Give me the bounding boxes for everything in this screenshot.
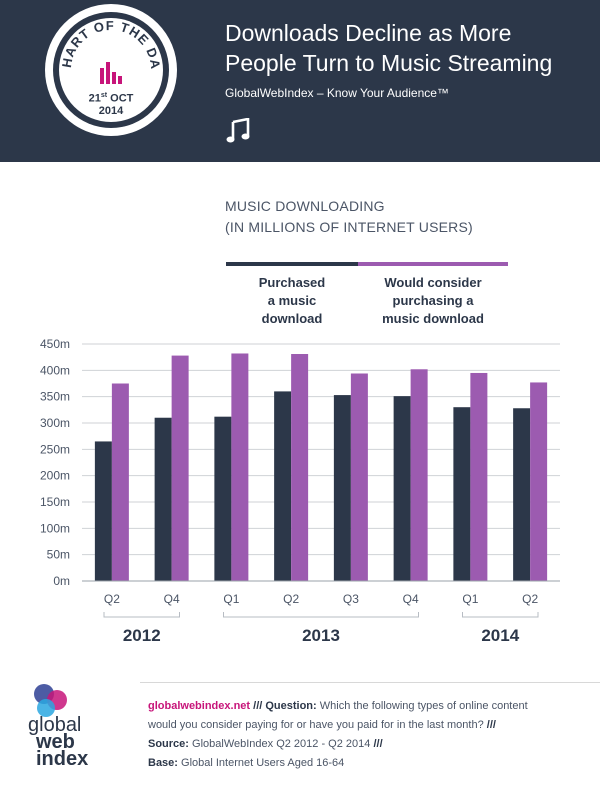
bar-would-consider — [350, 373, 368, 581]
bar-purchased — [513, 408, 531, 581]
bar-purchased — [274, 391, 292, 581]
badge-text: CHART OF THE DAY — [45, 4, 162, 70]
bar-purchased — [154, 417, 172, 581]
legend-label-would-consider: Would consider purchasing a music downlo… — [382, 275, 484, 326]
globalwebindex-logo: global web index — [28, 684, 88, 768]
chart-title: MUSIC DOWNLOADING (IN MILLIONS OF INTERN… — [225, 198, 473, 235]
x-tick-label: Q2 — [104, 592, 120, 606]
y-tick-label: 50m — [47, 548, 70, 562]
y-tick-label: 250m — [40, 442, 70, 456]
svg-text:global: global — [28, 714, 81, 736]
year-bracket — [462, 612, 539, 618]
y-tick-label: 400m — [40, 363, 70, 377]
x-tick-label: Q4 — [403, 592, 419, 606]
footer-link[interactable]: globalwebindex.net — [148, 700, 251, 712]
legend-label-purchased: Purchased a music download — [258, 275, 326, 326]
header-banner: CHART OF THE DAY 21st OCT 2014 Downloads… — [0, 0, 600, 162]
page-subtitle: GlobalWebIndex – Know Your Audience™ — [225, 86, 449, 100]
x-tick-label: Q1 — [462, 592, 478, 606]
x-tick-label: Q1 — [223, 592, 239, 606]
y-tick-label: 350m — [40, 390, 70, 404]
legend-swatch-purchased — [226, 262, 358, 266]
badge-date: 21st OCT 2014 — [88, 92, 134, 117]
y-tick-label: 200m — [40, 469, 70, 483]
y-tick-label: 150m — [40, 495, 70, 509]
page-title: Downloads Decline as More People Turn to… — [225, 20, 553, 76]
year-bracket — [103, 612, 180, 618]
y-tick-label: 100m — [40, 521, 70, 535]
bar-would-consider — [111, 383, 129, 581]
y-tick-label: 300m — [40, 416, 70, 430]
svg-text:web: web — [35, 731, 75, 753]
x-tick-label: Q3 — [343, 592, 359, 606]
svg-text:CHART OF THE DAY: CHART OF THE DAY — [45, 4, 163, 70]
legend-swatch-would-consider — [358, 262, 508, 266]
bar-would-consider — [291, 354, 309, 581]
chart-of-the-day-badge: CHART OF THE DAY 21st OCT 2014 — [45, 4, 177, 136]
year-bracket — [223, 612, 419, 618]
bar-would-consider — [530, 382, 548, 581]
bar-chart-icon — [100, 62, 122, 84]
bar-chart: 0m 50m 100m 150m 200m 250m 300m 350m 400m 450m Q2 Q… — [40, 337, 560, 645]
bar-would-consider — [470, 372, 488, 581]
bar-would-consider — [410, 369, 428, 581]
footer-source-note: globalwebindex.net /// Question: Which t… — [148, 700, 528, 769]
bar-would-consider — [171, 355, 189, 581]
year-label: 2014 — [481, 626, 519, 645]
year-label: 2012 — [123, 626, 161, 645]
x-tick-label: Q4 — [164, 592, 180, 606]
bar-purchased — [393, 396, 411, 581]
x-tick-label: Q2 — [283, 592, 299, 606]
bar-purchased — [214, 416, 232, 581]
year-label: 2013 — [302, 626, 340, 645]
y-tick-label: 450m — [40, 337, 70, 351]
svg-text:index: index — [36, 748, 88, 768]
bar-purchased — [333, 395, 351, 581]
bar-would-consider — [231, 353, 249, 581]
footer-divider — [140, 682, 600, 683]
bar-purchased — [453, 407, 471, 581]
y-tick-label: 0m — [53, 574, 70, 588]
x-tick-label: Q2 — [522, 592, 538, 606]
bar-purchased — [94, 441, 112, 581]
music-note-icon — [226, 118, 250, 143]
